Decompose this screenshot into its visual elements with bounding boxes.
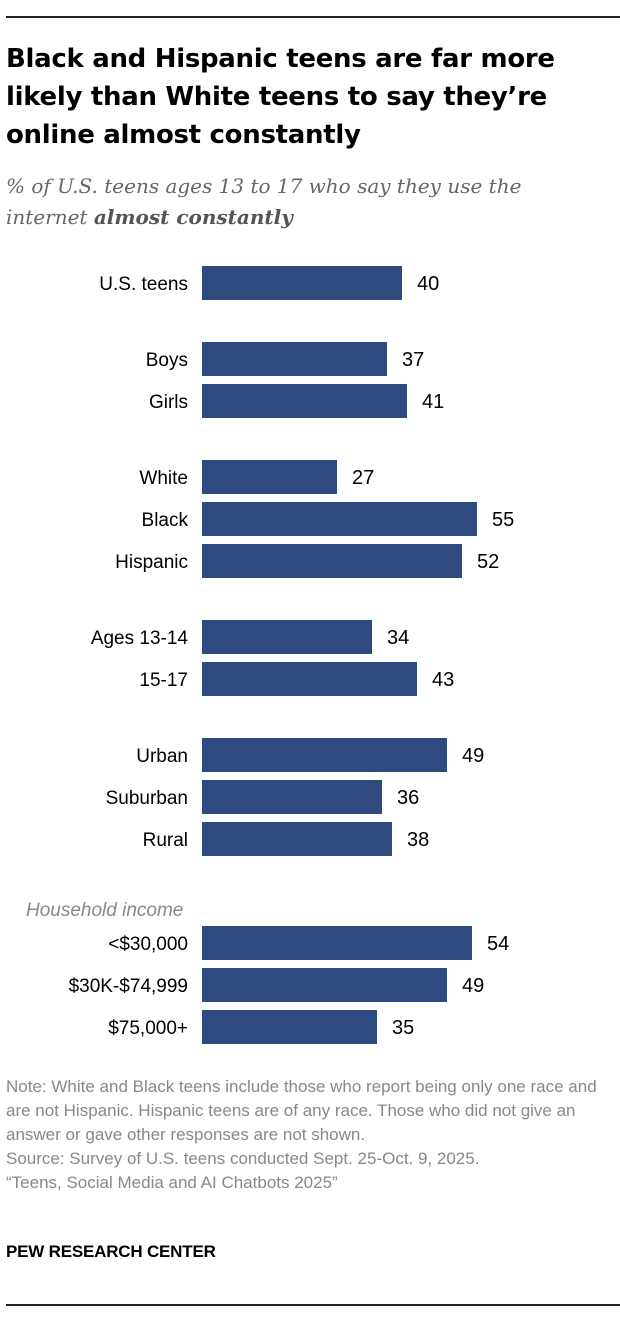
note-text: Note: White and Black teens include thos… bbox=[6, 1077, 597, 1144]
category-label-30k-74-999: $30K-$74,999 bbox=[69, 976, 188, 997]
bottom-rule bbox=[6, 1304, 620, 1306]
category-label-girls: Girls bbox=[149, 392, 188, 413]
brand-logo-text: PEW RESEARCH CENTER bbox=[6, 1242, 216, 1261]
category-label-white: White bbox=[139, 468, 188, 489]
category-label-hispanic: Hispanic bbox=[115, 552, 188, 573]
notes-block: Note: White and Black teens include thos… bbox=[6, 1075, 606, 1195]
subtitle-text: % of U.S. teens ages 13 to 17 who say th… bbox=[6, 174, 522, 229]
bar-75-000 bbox=[202, 1010, 377, 1044]
category-label-rural: Rural bbox=[143, 830, 188, 851]
category-label-75-000: $75,000+ bbox=[108, 1018, 188, 1039]
bar-urban bbox=[202, 738, 447, 772]
value-label-hispanic: 52 bbox=[477, 551, 499, 573]
bar-rural bbox=[202, 822, 392, 856]
value-label-30k-74-999: 49 bbox=[462, 975, 484, 997]
bar-30k-74-999 bbox=[202, 968, 447, 1002]
value-label-75-000: 35 bbox=[392, 1017, 414, 1039]
bar-suburban bbox=[202, 780, 382, 814]
top-rule bbox=[6, 16, 620, 18]
value-label-rural: 38 bbox=[407, 829, 429, 851]
bar-chart: U.S. teens 40 Boys 37 Girls 41 White 27 Black 55 H… bbox=[26, 266, 514, 1044]
category-label-ages-13-14: Ages 13-14 bbox=[91, 628, 189, 649]
category-label-boys: Boys bbox=[146, 350, 188, 371]
category-label-black: Black bbox=[142, 510, 189, 531]
value-label-black: 55 bbox=[492, 509, 514, 531]
bar-boys bbox=[202, 342, 387, 376]
group-heading: Household income bbox=[26, 900, 183, 921]
chart-title: Black and Hispanic teens are far more li… bbox=[6, 44, 555, 150]
chart-subtitle: % of U.S. teens ages 13 to 17 who say th… bbox=[6, 171, 606, 233]
value-label-boys: 37 bbox=[402, 349, 424, 371]
bar-u-s-teens bbox=[202, 266, 402, 300]
category-label-u-s-teens: U.S. teens bbox=[99, 274, 188, 295]
value-label-suburban: 36 bbox=[397, 787, 419, 809]
source-text: Source: Survey of U.S. teens conducted S… bbox=[6, 1149, 480, 1168]
category-label-urban: Urban bbox=[136, 746, 188, 767]
category-label-suburban: Suburban bbox=[106, 788, 188, 809]
value-label-ages-13-14: 34 bbox=[387, 627, 409, 649]
bar-white bbox=[202, 460, 337, 494]
value-label-u-s-teens: 40 bbox=[417, 273, 439, 295]
value-label-urban: 49 bbox=[462, 745, 484, 767]
bar-black bbox=[202, 502, 477, 536]
value-label-white: 27 bbox=[352, 467, 374, 489]
bar-30-000 bbox=[202, 926, 472, 960]
value-label-girls: 41 bbox=[422, 391, 444, 413]
category-label-30-000: <$30,000 bbox=[108, 934, 188, 955]
report-title: “Teens, Social Media and AI Chatbots 202… bbox=[6, 1173, 338, 1192]
bar-girls bbox=[202, 384, 407, 418]
subtitle-emphasis: almost constantly bbox=[93, 205, 293, 229]
category-label-15-17: 15-17 bbox=[139, 670, 188, 691]
value-label-15-17: 43 bbox=[432, 669, 454, 691]
bar-ages-13-14 bbox=[202, 620, 372, 654]
bar-15-17 bbox=[202, 662, 417, 696]
value-label-30-000: 54 bbox=[487, 933, 509, 955]
bar-hispanic bbox=[202, 544, 462, 578]
